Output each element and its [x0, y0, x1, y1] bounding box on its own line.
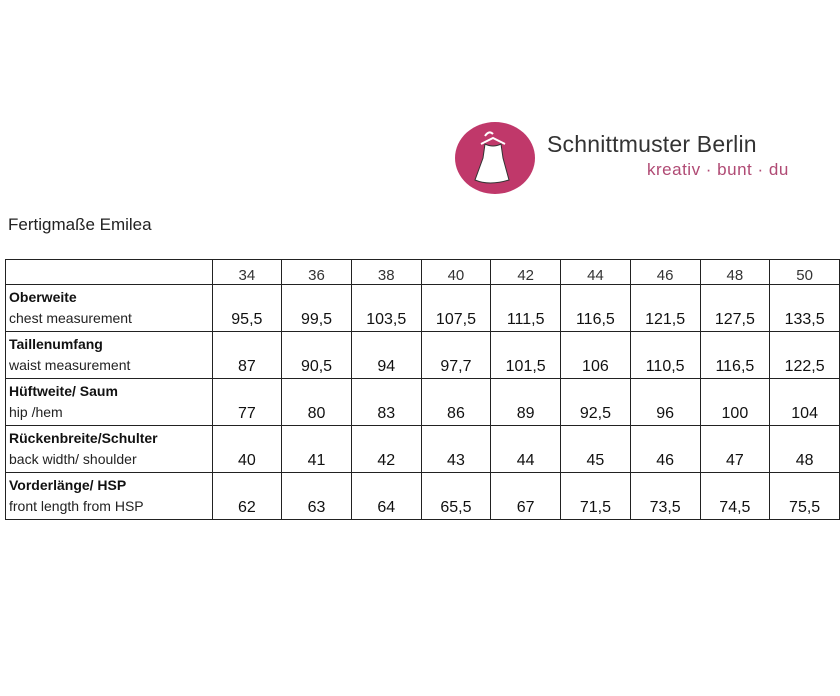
- measurement-cell: 67: [490, 472, 562, 520]
- corner-cell: [5, 259, 213, 285]
- measurement-cell: 127,5: [699, 284, 771, 332]
- measurement-cell: 71,5: [560, 472, 631, 520]
- measurement-cell: 111,5: [490, 284, 562, 332]
- page-title: Fertigmaße Emilea: [8, 215, 152, 234]
- measurement-cell: 41: [281, 425, 352, 473]
- row-label: Hüftweite/ Saum hip /hem: [5, 378, 213, 426]
- measurement-cell: 64: [350, 472, 422, 520]
- measurement-cell: 77: [211, 378, 283, 426]
- measurement-cell: 90,5: [281, 331, 352, 379]
- size-header: 36: [281, 259, 352, 285]
- measurement-cell: 116,5: [560, 284, 631, 332]
- measurement-cell: 46: [629, 425, 701, 473]
- measurement-cell: 65,5: [420, 472, 492, 520]
- header-row: 34 36 38 40 42 44 46 48 50: [5, 259, 840, 285]
- size-table: 34 36 38 40 42 44 46 48 50 Oberweite chest measure…: [5, 259, 840, 520]
- measurement-cell: 92,5: [560, 378, 631, 426]
- size-header: 38: [350, 259, 422, 285]
- measurement-cell: 75,5: [769, 472, 840, 520]
- measurement-cell: 106: [560, 331, 631, 379]
- label-german: Oberweite: [9, 289, 77, 305]
- size-header: 46: [629, 259, 701, 285]
- measurement-cell: 94: [350, 331, 422, 379]
- label-german: Hüftweite/ Saum: [9, 383, 118, 399]
- measurement-cell: 44: [490, 425, 562, 473]
- measurement-cell: 107,5: [420, 284, 492, 332]
- measurement-cell: 40: [211, 425, 283, 473]
- label-english: hip /hem: [9, 404, 63, 420]
- measurement-cell: 42: [350, 425, 422, 473]
- size-header: 40: [420, 259, 492, 285]
- table-row: Vorderlänge/ HSP front length from HSP 62 6…: [5, 472, 840, 520]
- measurement-cell: 122,5: [769, 331, 840, 379]
- measurement-cell: 86: [420, 378, 492, 426]
- measurement-cell: 116,5: [699, 331, 771, 379]
- row-label: Oberweite chest measurement: [5, 284, 213, 332]
- label-english: chest measurement: [9, 310, 132, 326]
- size-header: 44: [560, 259, 631, 285]
- brand-tagline: kreativ · bunt · du: [647, 160, 789, 179]
- measurement-cell: 63: [281, 472, 352, 520]
- row-label: Vorderlänge/ HSP front length from HSP: [5, 472, 213, 520]
- measurement-cell: 83: [350, 378, 422, 426]
- label-english: back width/ shoulder: [9, 451, 137, 467]
- label-english: front length from HSP: [9, 498, 144, 514]
- brand-name: Schnittmuster Berlin: [547, 131, 757, 157]
- measurement-cell: 74,5: [699, 472, 771, 520]
- measurement-cell: 80: [281, 378, 352, 426]
- label-german: Rückenbreite/Schulter: [9, 430, 158, 446]
- measurement-cell: 103,5: [350, 284, 422, 332]
- measurement-cell: 99,5: [281, 284, 352, 332]
- measurement-cell: 45: [560, 425, 631, 473]
- measurement-cell: 73,5: [629, 472, 701, 520]
- measurement-cell: 47: [699, 425, 771, 473]
- label-german: Vorderlänge/ HSP: [9, 477, 127, 493]
- dress-on-hanger-icon: [455, 122, 535, 194]
- measurement-cell: 101,5: [490, 331, 562, 379]
- measurement-cell: 100: [699, 378, 771, 426]
- measurement-cell: 104: [769, 378, 840, 426]
- measurement-cell: 110,5: [629, 331, 701, 379]
- measurement-cell: 97,7: [420, 331, 492, 379]
- table-row: Oberweite chest measurement 95,5 99,5 103,5 1…: [5, 284, 840, 332]
- measurement-cell: 89: [490, 378, 562, 426]
- size-header: 34: [211, 259, 283, 285]
- measurement-cell: 87: [211, 331, 283, 379]
- measurement-cell: 95,5: [211, 284, 283, 332]
- size-header: 42: [490, 259, 562, 285]
- label-german: Taillenumfang: [9, 336, 103, 352]
- table-row: Taillenumfang waist measurement 87 90,5 94 97…: [5, 331, 840, 379]
- label-english: waist measurement: [9, 357, 131, 373]
- measurement-cell: 48: [769, 425, 840, 473]
- table-row: Rückenbreite/Schulter back width/ shoulde…: [5, 425, 840, 473]
- measurement-cell: 62: [211, 472, 283, 520]
- table-row: Hüftweite/ Saum hip /hem 77 80 83 86 89 92,5 96 1…: [5, 378, 840, 426]
- measurement-cell: 121,5: [629, 284, 701, 332]
- size-header: 50: [769, 259, 840, 285]
- row-label: Rückenbreite/Schulter back width/ shoulde…: [5, 425, 213, 473]
- measurement-cell: 43: [420, 425, 492, 473]
- measurement-cell: 133,5: [769, 284, 840, 332]
- measurement-cell: 96: [629, 378, 701, 426]
- row-label: Taillenumfang waist measurement: [5, 331, 213, 379]
- size-header: 48: [699, 259, 771, 285]
